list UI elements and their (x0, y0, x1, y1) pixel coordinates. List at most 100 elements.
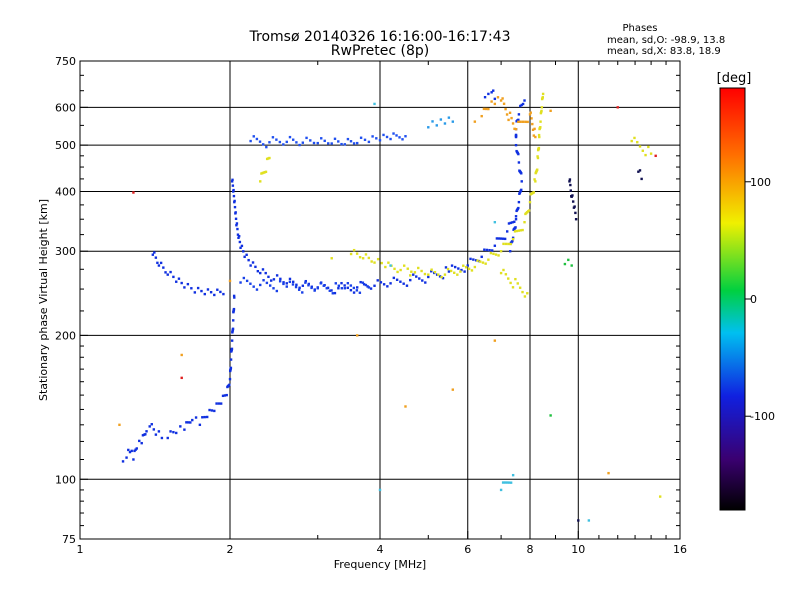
data-point (175, 431, 178, 435)
data-point (504, 242, 508, 246)
data-point (231, 184, 235, 187)
data-point (337, 284, 341, 287)
data-point (242, 250, 245, 253)
data-point (492, 89, 495, 92)
data-point (191, 418, 194, 422)
data-point (230, 347, 234, 351)
data-point (387, 261, 390, 264)
data-point (366, 285, 369, 288)
data-point (301, 291, 304, 294)
data-point (507, 242, 510, 246)
data-point (504, 273, 508, 276)
data-point (330, 142, 333, 145)
data-point (487, 258, 490, 261)
data-point (509, 221, 512, 225)
data-point (334, 282, 338, 285)
data-point (447, 116, 451, 119)
data-point (518, 169, 521, 172)
data-point (396, 270, 399, 274)
data-point (234, 217, 238, 221)
y-tick-label: 75 (62, 533, 76, 546)
data-point (518, 286, 522, 289)
data-point (463, 270, 466, 273)
grid-lines (80, 61, 680, 539)
data-point (529, 111, 532, 114)
data-point (278, 280, 282, 283)
data-point (398, 136, 401, 139)
data-point (541, 96, 545, 99)
x-tick-label: 4 (377, 543, 384, 556)
data-point (505, 481, 509, 484)
data-point (267, 275, 270, 279)
data-point (450, 264, 454, 267)
data-point (497, 237, 501, 240)
data-point (524, 120, 527, 124)
stats-heading: Phases (622, 23, 657, 34)
data-point (337, 287, 340, 290)
data-point (417, 266, 420, 270)
data-point (325, 287, 328, 290)
data-point (502, 268, 505, 272)
data-point (132, 458, 135, 461)
data-point (216, 288, 219, 291)
data-point (285, 140, 288, 144)
data-point (355, 286, 359, 289)
data-point (480, 114, 483, 118)
data-point (517, 118, 520, 122)
data-point (399, 268, 402, 272)
data-point (180, 353, 183, 357)
data-point (404, 135, 407, 138)
data-point (255, 137, 259, 141)
data-point (288, 135, 292, 139)
data-point (549, 109, 552, 113)
data-point (333, 291, 337, 295)
data-point (439, 118, 443, 121)
data-point (235, 224, 238, 227)
data-point (499, 99, 503, 102)
data-point (505, 230, 509, 233)
data-point (443, 122, 447, 125)
data-point (205, 415, 209, 419)
data-point (231, 178, 234, 182)
data-point (449, 269, 453, 273)
data-point (319, 282, 322, 285)
x-tick-label: 10 (571, 543, 585, 556)
data-point (264, 271, 267, 275)
data-point (228, 279, 232, 283)
data-point (517, 206, 520, 210)
y-tick-label: 600 (55, 101, 76, 114)
y-tick-label: 500 (55, 139, 76, 152)
data-point (488, 248, 491, 252)
data-point (333, 137, 337, 141)
data-point (534, 135, 537, 139)
data-point (228, 383, 231, 387)
data-point (376, 279, 379, 282)
data-point (234, 211, 237, 214)
data-point (453, 271, 456, 274)
y-tick-label: 200 (55, 329, 76, 342)
data-point (238, 240, 242, 244)
data-point (337, 140, 340, 143)
data-point (537, 146, 541, 150)
data-point (232, 294, 236, 298)
data-point (316, 141, 319, 145)
data-point (528, 200, 532, 204)
data-point (285, 285, 288, 288)
data-point (460, 268, 463, 272)
data-point (259, 283, 262, 287)
data-point (464, 266, 468, 269)
data-point (232, 194, 236, 198)
data-point (187, 421, 190, 424)
colorbar-label: [deg] (717, 71, 752, 86)
data-point (254, 265, 257, 269)
data-point (359, 280, 362, 284)
data-point (441, 276, 445, 280)
chart-subtitle: RwPretec (8p) (331, 43, 429, 59)
data-point (223, 394, 227, 397)
data-point (208, 408, 211, 412)
data-point (519, 229, 522, 232)
data-point (484, 107, 488, 111)
data-point (490, 91, 493, 94)
data-point (473, 265, 477, 269)
data-point (533, 127, 536, 131)
